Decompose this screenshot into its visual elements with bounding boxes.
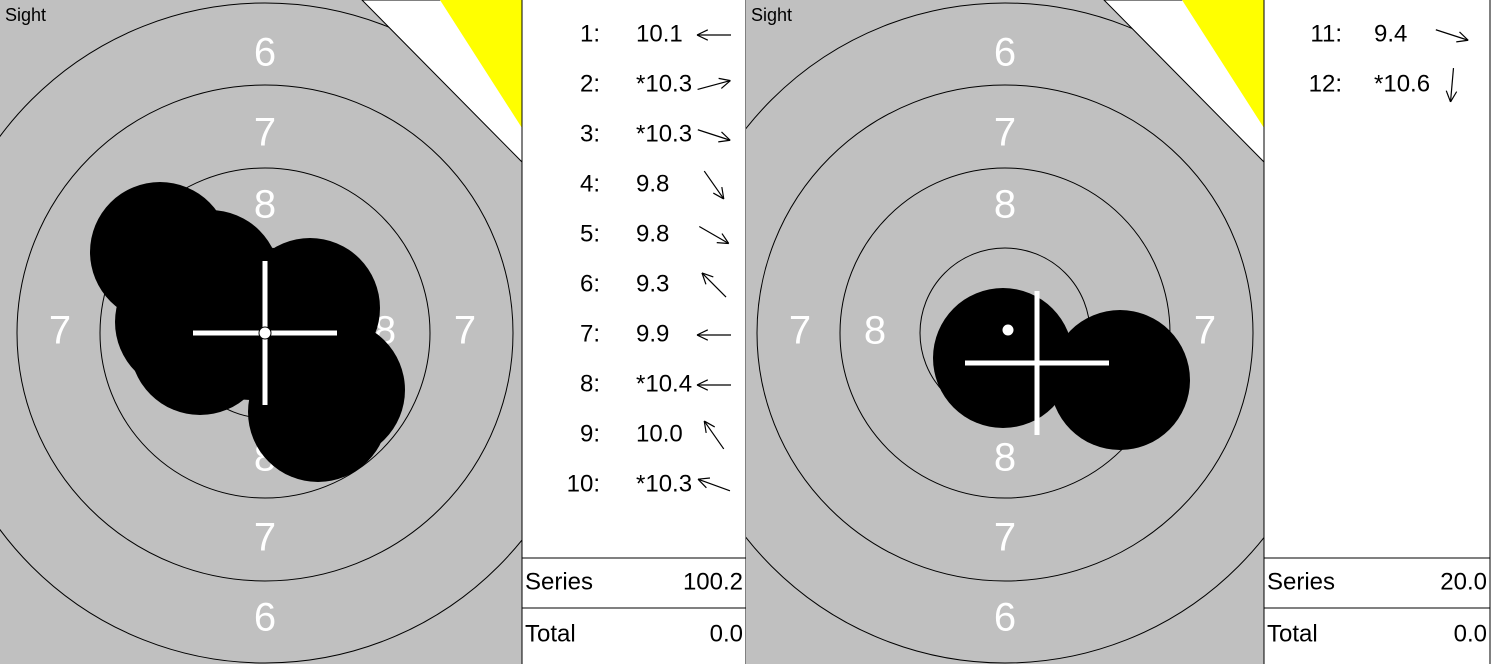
shot-number: 6: — [580, 270, 600, 297]
shot-number: 1: — [580, 20, 600, 47]
ring-label: 7 — [789, 309, 811, 353]
ring — [99, 167, 431, 499]
shot-score: *10.6 — [1374, 70, 1430, 97]
shot-number: 8: — [580, 370, 600, 397]
direction-arrow-head — [1450, 91, 1458, 103]
sight-label: Sight — [5, 5, 46, 25]
series-value: 100.2 — [683, 568, 743, 595]
total-value: 0.0 — [1454, 620, 1487, 647]
direction-arrow — [697, 478, 731, 492]
ring-label: 8 — [994, 183, 1016, 227]
center-dot — [258, 326, 272, 340]
ring-label: 7 — [49, 309, 71, 353]
shot-number: 9: — [580, 420, 600, 447]
direction-arrow — [701, 272, 727, 298]
direction-arrow-head — [718, 77, 731, 82]
shot-score: *10.4 — [636, 370, 692, 397]
shot-score: 9.4 — [1374, 20, 1407, 47]
total-label: Total — [1267, 620, 1318, 647]
ring — [756, 84, 1254, 582]
total-label: Total — [525, 620, 576, 647]
direction-arrow-head — [721, 233, 730, 244]
shot-score: *10.3 — [636, 470, 692, 497]
shot-score: *10.3 — [636, 120, 692, 147]
ring-label: 8 — [254, 183, 276, 227]
direction-arrow — [697, 129, 731, 141]
ring-label: 7 — [254, 111, 276, 155]
shot-hole — [180, 260, 320, 400]
ring — [16, 84, 514, 582]
shot-number: 2: — [580, 70, 600, 97]
ring-label: 6 — [994, 31, 1016, 75]
center-dot — [1001, 323, 1015, 337]
direction-arrow-head — [1456, 39, 1469, 43]
corner-yellow — [1182, 0, 1264, 128]
direction-arrow — [1449, 68, 1455, 102]
ring — [0, 2, 522, 664]
direction-arrow-head — [720, 80, 731, 89]
ring-label: 7 — [454, 309, 476, 353]
direction-arrow-head — [696, 34, 709, 41]
ring-label: 7 — [994, 111, 1016, 155]
target: 6787887876 — [0, 0, 522, 664]
shot-number: 4: — [580, 170, 600, 197]
shot-number: 12: — [1309, 70, 1342, 97]
shot-score: 9.9 — [636, 320, 669, 347]
sight-label: Sight — [751, 5, 792, 25]
direction-arrow-head — [712, 192, 725, 200]
ring-label: 6 — [254, 596, 276, 640]
direction-arrow-head — [721, 186, 725, 200]
shot-hole — [933, 288, 1073, 428]
direction-arrow-head — [1445, 90, 1452, 103]
direction-arrow-head — [701, 272, 707, 285]
direction-arrow-head — [696, 29, 709, 36]
corner-yellow — [440, 0, 522, 128]
direction-arrow-head — [696, 334, 709, 341]
direction-arrow-head — [703, 420, 707, 434]
direction-arrow-head — [701, 272, 714, 278]
series-label: Series — [525, 568, 593, 595]
shot-score: *10.3 — [636, 70, 692, 97]
direction-arrow-head — [716, 242, 729, 245]
shot-number: 11: — [1310, 20, 1342, 47]
direction-arrow-head — [697, 478, 707, 489]
direction-arrow-head — [703, 420, 716, 428]
ring-label: 7 — [254, 516, 276, 560]
shot-score: 9.8 — [636, 170, 669, 197]
direction-arrow-head — [696, 329, 709, 336]
shot-hole — [1050, 310, 1190, 450]
ring-label: 8 — [864, 309, 886, 353]
shot-score: 10.0 — [636, 420, 683, 447]
ring-label: 6 — [994, 596, 1016, 640]
series-label: Series — [1267, 568, 1335, 595]
series-value: 20.0 — [1440, 568, 1487, 595]
direction-arrow-head — [721, 131, 731, 141]
shot-score: 9.3 — [636, 270, 669, 297]
ring-label: 7 — [994, 516, 1016, 560]
direction-arrow — [698, 225, 730, 245]
direction-arrow — [703, 420, 725, 450]
ring-label: 8 — [994, 436, 1016, 480]
direction-arrow-head — [718, 139, 731, 143]
direction-arrow — [697, 80, 731, 90]
direction-arrow-head — [697, 477, 711, 480]
ring-label: 7 — [1194, 309, 1216, 353]
direction-arrow — [1435, 29, 1469, 41]
shot-score: 9.8 — [636, 220, 669, 247]
ring-label: 6 — [254, 31, 276, 75]
shot-number: 5: — [580, 220, 600, 247]
total-value: 0.0 — [710, 620, 743, 647]
ring — [746, 2, 1264, 664]
direction-arrow-head — [696, 379, 709, 386]
shot-number: 3: — [580, 120, 600, 147]
target: 6787887876 — [746, 0, 1264, 664]
direction-arrow-head — [696, 384, 709, 391]
shot-number: 7: — [580, 320, 600, 347]
shot-number: 10: — [567, 470, 600, 497]
direction-arrow-head — [1459, 31, 1469, 41]
direction-arrow — [703, 170, 725, 200]
shot-score: 10.1 — [636, 20, 683, 47]
